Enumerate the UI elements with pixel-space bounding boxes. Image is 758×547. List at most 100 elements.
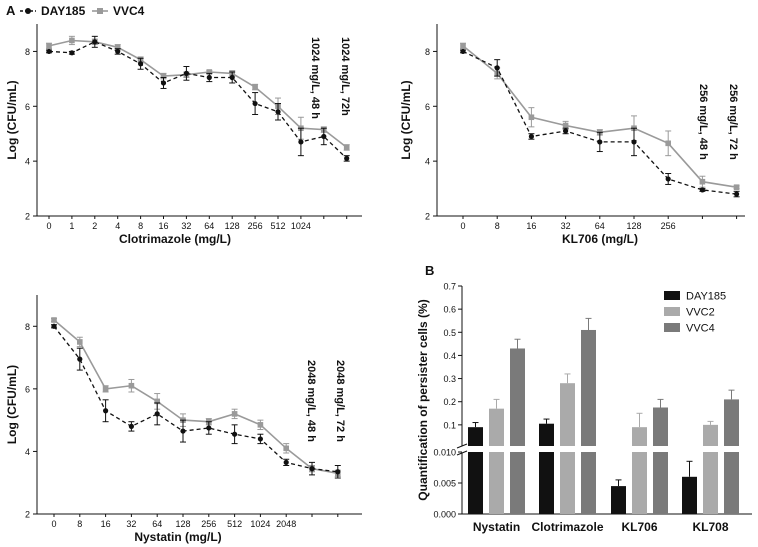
kl706-day185-point (734, 191, 740, 197)
legend-vvc2-label: VVC2 (686, 307, 715, 319)
clotrimazole-x-tick-label: 64 (204, 221, 214, 231)
clotrimazole-y-tick-label: 6 (25, 102, 30, 112)
axis-break-mark (456, 450, 468, 456)
chart-clotrimazole: 2 4 6 8 0 1 2 4 8 16 32 64 128 256 512 1024 Clotrimazole… (5, 24, 362, 246)
kl706-x-axis-title: KL706 (mg/L) (562, 232, 638, 246)
kl706-x-tick-label: 128 (626, 221, 641, 231)
clotrimazole-y-tick-label: 8 (25, 47, 30, 57)
nystatin-x-tick-label: 16 (101, 519, 111, 529)
axis-break-mark (456, 443, 468, 449)
bar-vvc2-lower-segment (489, 452, 504, 514)
nystatin-day185-line (53, 325, 338, 473)
nystatin-day185-point (309, 466, 315, 472)
kl706-annotation: 256 mg/L, 48 h (697, 84, 709, 160)
nystatin-vvc4-point (128, 382, 135, 389)
clotrimazole-vvc4-point (114, 44, 121, 51)
legend-vvc4-label: VVC4 (113, 4, 145, 18)
nystatin-annotation: 2048 mg/L, 48 h (305, 360, 317, 442)
bar-vvc4 (510, 348, 525, 446)
nystatin-x-tick-label: 1024 (250, 519, 270, 529)
bar-vvc2 (489, 408, 504, 446)
clotrimazole-day185-point (183, 70, 189, 76)
nystatin-vvc4-point (257, 422, 264, 428)
clotrimazole-x-tick-label: 512 (270, 221, 285, 231)
kl706-day185-line (462, 50, 737, 195)
bar-day185-lower-segment (539, 452, 554, 514)
nystatin-x-tick-label: 32 (126, 519, 136, 529)
kl706-day185-point (665, 176, 671, 182)
clotrimazole-x-tick-label: 32 (181, 221, 191, 231)
bar-y-tick-label: 0.010 (433, 448, 456, 458)
kl706-y-tick-label: 2 (425, 212, 430, 222)
kl706-x-tick-label: 64 (595, 221, 605, 231)
nystatin-day185-point (103, 408, 109, 414)
kl706-annotation: 256 mg/L, 72 h (727, 84, 739, 160)
legend-day185-label: DAY185 (41, 4, 86, 18)
kl706-y-axis-title: Log (CFU/mL) (399, 80, 413, 159)
kl706-day185-point (528, 133, 535, 140)
clotrimazole-vvc4-point (160, 73, 167, 79)
nystatin-day185-point (335, 469, 341, 475)
kl706-vvc4-point (562, 122, 569, 129)
bar-vvc2-lower-segment (632, 452, 647, 514)
nystatin-x-axis-title: Nystatin (mg/L) (134, 530, 221, 544)
bar-y-tick-label: 0.6 (443, 305, 456, 315)
bar-vvc2 (632, 427, 647, 446)
clotrimazole-vvc4-point (46, 43, 52, 49)
clotrimazole-y-axis-title: Log (CFU/mL) (5, 80, 19, 159)
nystatin-annotation: 2048 mg/L, 72 h (334, 360, 346, 442)
kl706-vvc4-point (733, 184, 740, 190)
bar-x-category-label: KL708 (692, 520, 728, 534)
bar-y-tick-label: 0.005 (433, 479, 456, 489)
clotrimazole-x-tick-label: 256 (248, 221, 263, 231)
nystatin-vvc4-point (102, 386, 109, 392)
top-legend: DAY185 VVC4 (20, 4, 145, 18)
kl706-vvc4-point (665, 140, 671, 147)
clotrimazole-y-tick-label: 4 (25, 157, 30, 167)
bar-y-axis-title: Quantification of persister cells (%) (416, 299, 430, 500)
clotrimazole-vvc4-point (252, 84, 258, 90)
panel-a-label: A (6, 3, 16, 18)
clotrimazole-x-tick-label: 2 (92, 221, 97, 231)
kl706-x-tick-label: 0 (460, 221, 465, 231)
clotrimazole-day185-line (48, 41, 348, 159)
kl706-vvc4-point (528, 114, 535, 121)
nystatin-y-tick-label: 4 (25, 447, 30, 457)
nystatin-vvc4-line (53, 319, 338, 475)
bar-vvc2 (560, 383, 575, 446)
bar-vvc4-lower-segment (724, 452, 739, 514)
clotrimazole-day185-point (69, 50, 75, 56)
nystatin-vvc4-point (77, 339, 83, 345)
clotrimazole-day185-point (206, 74, 212, 81)
nystatin-y-axis-title: Log (CFU/mL) (5, 365, 19, 444)
nystatin-x-tick-label: 256 (201, 519, 216, 529)
clotrimazole-x-tick-label: 4 (115, 221, 120, 231)
nystatin-vvc4-point (51, 317, 57, 323)
clotrimazole-x-tick-label: 8 (138, 221, 143, 231)
bar-x-category-label: Nystatin (473, 520, 520, 534)
nystatin-y-tick-label: 8 (25, 322, 30, 332)
bar-y-tick-label: 0.5 (443, 328, 456, 338)
bar-x-category-label: Clotrimazole (531, 520, 603, 534)
bar-y-tick-label: 0.3 (443, 374, 456, 384)
clotrimazole-day185-point (321, 133, 327, 140)
nystatin-x-tick-label: 512 (227, 519, 242, 529)
clotrimazole-day185-point (138, 61, 144, 67)
nystatin-day185-point (154, 411, 160, 417)
nystatin-day185-point (283, 459, 289, 465)
chart-kl706: 2 4 6 8 0 8 16 32 64 128 256 KL706 (mg/L) Log (CFU/m… (399, 24, 745, 246)
nystatin-vvc4-point (231, 411, 238, 417)
clotrimazole-day185-point (115, 48, 121, 55)
nystatin-vvc4-point (283, 445, 289, 452)
kl706-day185-point (494, 65, 500, 71)
kl706-x-tick-label: 32 (561, 221, 571, 231)
kl706-day185-point (699, 187, 706, 193)
bar-y-tick-label: 0.1 (443, 420, 456, 430)
legend-vvc4-swatch (664, 323, 680, 332)
nystatin-day185-point (128, 423, 134, 429)
clotrimazole-vvc4-line (48, 39, 348, 149)
nystatin-x-tick-label: 2048 (276, 519, 296, 529)
clotrimazole-x-tick-label: 1024 (291, 221, 311, 231)
nystatin-x-tick-label: 128 (175, 519, 190, 529)
